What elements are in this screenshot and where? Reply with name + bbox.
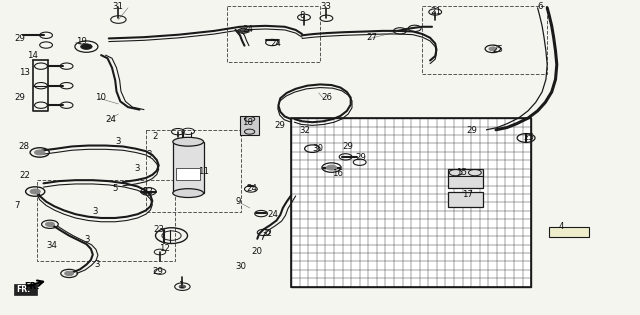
Text: 3: 3 [115,137,121,146]
Text: 2: 2 [152,132,158,140]
Text: 29: 29 [14,93,25,102]
Text: 3: 3 [134,164,140,173]
Text: 27: 27 [366,33,377,42]
Text: 22: 22 [19,171,30,180]
Circle shape [489,47,497,51]
Text: 24: 24 [106,115,116,123]
Text: 29: 29 [342,142,353,151]
Text: 32: 32 [261,229,272,238]
Polygon shape [14,284,37,295]
Ellipse shape [173,137,204,146]
Text: 12: 12 [159,244,170,253]
Text: 9: 9 [236,197,241,206]
Text: FR.: FR. [16,285,30,294]
Text: FR.: FR. [24,282,40,291]
Text: 26: 26 [321,93,332,102]
Circle shape [326,165,337,170]
Text: 15: 15 [456,168,467,177]
Text: 31: 31 [112,3,123,11]
Text: 30: 30 [312,144,323,153]
Text: 33: 33 [320,2,331,11]
Bar [422,6,547,74]
Bar [227,6,320,62]
Text: 3: 3 [84,235,90,244]
Bar [448,192,483,207]
Bar [448,169,483,188]
Bar [146,130,241,212]
Text: 29: 29 [152,267,163,276]
Text: 25: 25 [493,45,504,54]
Circle shape [45,222,54,226]
Circle shape [35,150,45,155]
Circle shape [81,44,92,49]
Circle shape [179,285,186,288]
Text: 29: 29 [466,126,477,135]
Bar [291,118,531,287]
Text: 32: 32 [142,187,153,196]
Text: 5: 5 [112,184,118,193]
Text: 7: 7 [14,201,20,210]
Text: 20: 20 [251,248,262,256]
Text: 3: 3 [93,207,99,215]
Text: 1: 1 [178,281,184,289]
Text: 14: 14 [27,51,38,60]
Circle shape [65,271,74,276]
Text: 19: 19 [76,37,86,46]
Bar [291,118,531,287]
Text: 29: 29 [14,34,25,43]
Text: 3: 3 [95,260,100,269]
Bar [240,116,259,135]
Text: 11: 11 [198,167,209,176]
Bar [37,180,175,261]
Text: 24: 24 [268,210,278,219]
Text: 34: 34 [46,241,57,249]
Ellipse shape [173,189,204,198]
Text: 17: 17 [462,190,473,199]
Text: 16: 16 [332,169,342,178]
Text: 24: 24 [246,184,257,193]
Text: 29: 29 [355,153,366,162]
Polygon shape [549,227,589,237]
Bar [173,142,204,193]
Text: 4: 4 [558,222,564,231]
Text: 6: 6 [538,3,543,11]
Text: 30: 30 [236,262,246,271]
Text: 28: 28 [18,142,29,151]
Text: 3: 3 [146,150,152,159]
Text: 23: 23 [154,226,164,234]
Text: 32: 32 [300,126,310,135]
Bar [176,168,200,180]
Text: 29: 29 [274,122,285,130]
Circle shape [30,189,40,194]
Text: 25: 25 [524,133,534,141]
Text: 18: 18 [242,118,253,127]
Text: 21: 21 [430,7,441,15]
Text: 13: 13 [19,68,30,77]
Text: 24: 24 [270,39,281,48]
Text: 24: 24 [242,26,253,34]
Text: 8: 8 [300,11,305,20]
Text: 10: 10 [95,93,106,102]
